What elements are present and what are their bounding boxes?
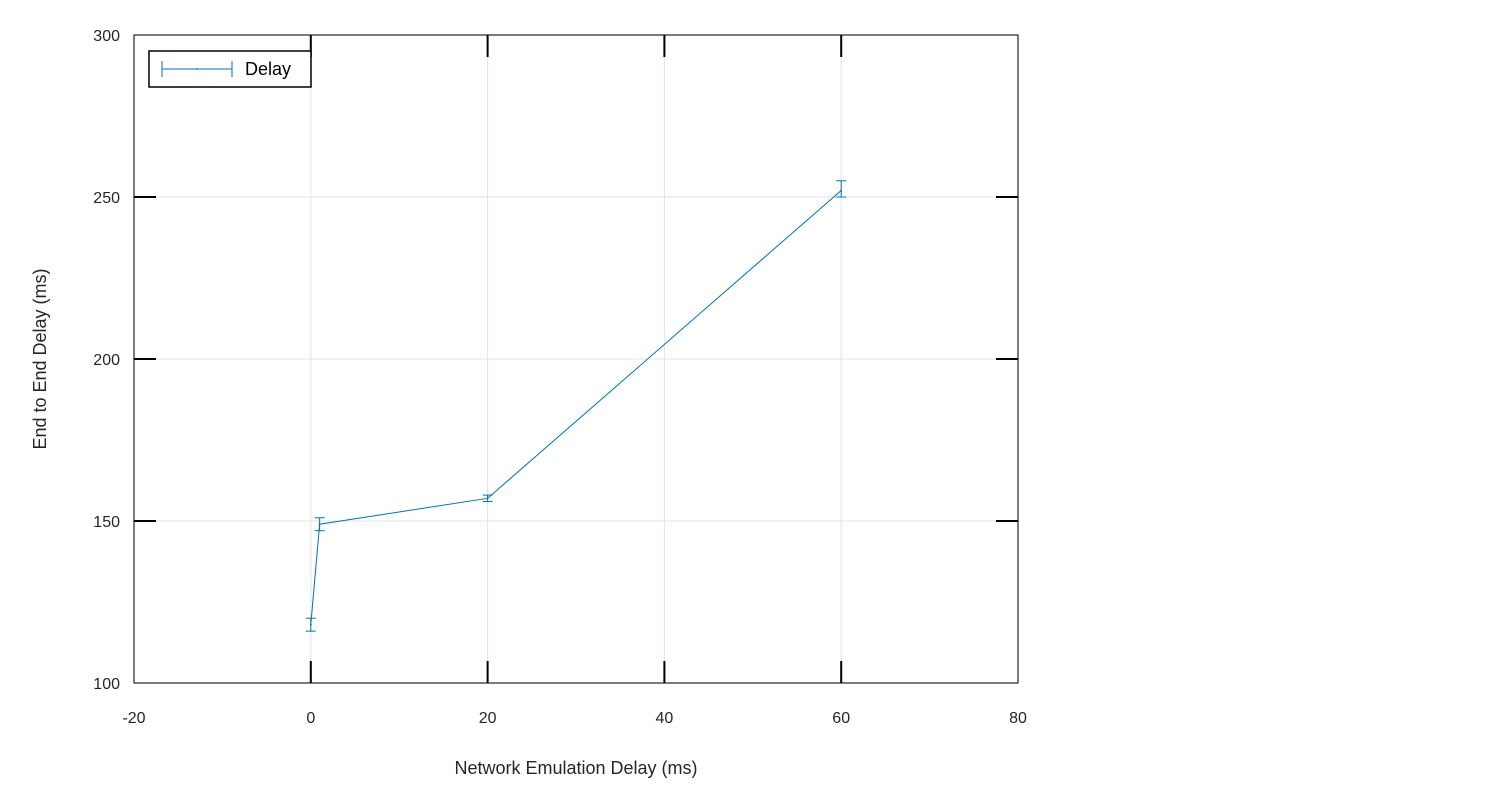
legend-label-delay: Delay [245, 59, 291, 79]
legend-marker [196, 68, 198, 70]
x-tick-label: 0 [306, 710, 315, 727]
axis-ticks [134, 35, 1018, 683]
x-tick-label: 20 [479, 710, 497, 727]
x-axis-label: Network Emulation Delay (ms) [454, 758, 697, 778]
data-point [309, 623, 312, 626]
x-tick-labels: -20 0 20 40 60 80 [122, 710, 1027, 727]
y-tick-label: 300 [93, 28, 120, 45]
y-tick-label: 150 [93, 514, 120, 531]
y-axis-label: End to End Delay (ms) [30, 268, 50, 449]
grid [134, 35, 1018, 683]
y-tick-label: 200 [93, 352, 120, 369]
data-point [318, 523, 321, 526]
x-tick-label: 60 [832, 710, 850, 727]
series-line-delay [310, 190, 842, 625]
y-tick-labels: 100 150 200 250 300 [93, 28, 120, 693]
series-delay [305, 180, 847, 632]
x-tick-label: -20 [122, 710, 145, 727]
x-tick-label: 80 [1009, 710, 1027, 727]
y-tick-label: 100 [93, 676, 120, 693]
data-point [486, 497, 489, 500]
x-tick-label: 40 [656, 710, 674, 727]
legend: Delay [148, 50, 312, 88]
legend-swatch-delay [161, 61, 233, 77]
data-point [840, 189, 843, 192]
y-tick-label: 250 [93, 190, 120, 207]
